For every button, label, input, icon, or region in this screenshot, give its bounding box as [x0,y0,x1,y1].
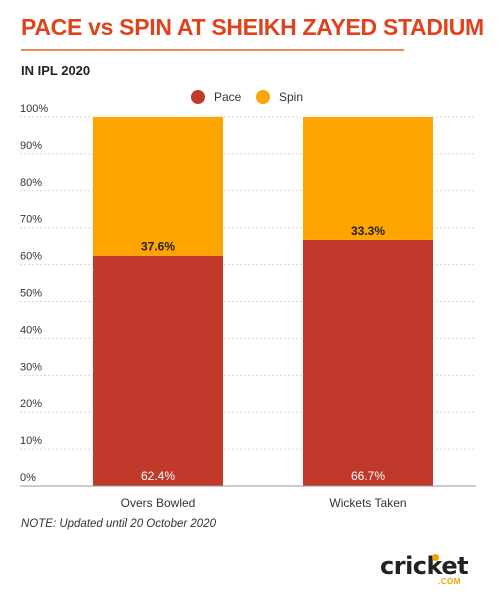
y-tick-label: 10% [20,435,42,447]
logo-wordmark: cricket [380,552,469,580]
x-category-label: Wickets Taken [329,496,406,510]
y-tick-label: 30% [20,361,42,373]
legend-label-pace: Pace [214,90,242,104]
y-tick-label: 60% [20,251,42,263]
y-tick-label: 0% [20,472,36,484]
data-label-pace: 66.7% [351,469,385,483]
data-label-spin: 37.6% [141,240,175,254]
y-tick-label: 40% [20,324,42,336]
footnote: NOTE: Updated until 20 October 2020 [21,518,216,530]
x-category-label: Overs Bowled [121,496,196,510]
logo-dot-icon [432,554,439,561]
y-tick-label: 90% [20,140,42,152]
logo-suffix: .COM [438,577,461,586]
bar-pace-2 [303,239,433,486]
bar-spin-1 [93,117,223,256]
data-label-spin: 33.3% [351,224,385,238]
title-underline [21,49,404,51]
y-tick-label: 20% [20,398,42,410]
y-tick-label: 80% [20,177,42,189]
y-tick-label: 70% [20,214,42,226]
y-tick-label: 100% [20,103,48,115]
chart-title: PACE vs SPIN AT SHEIKH ZAYED STADIUM [21,14,484,40]
data-label-pace: 62.4% [141,469,175,483]
y-tick-label: 50% [20,288,42,300]
legend-label-spin: Spin [279,90,303,104]
legend-swatch-pace [191,90,205,104]
cricket-com-logo: cricket .COM [380,554,470,588]
bar-pace-1 [93,255,223,486]
bar-spin-2 [303,117,433,240]
legend-swatch-spin [256,90,270,104]
chart-subtitle: IN IPL 2020 [21,63,91,78]
